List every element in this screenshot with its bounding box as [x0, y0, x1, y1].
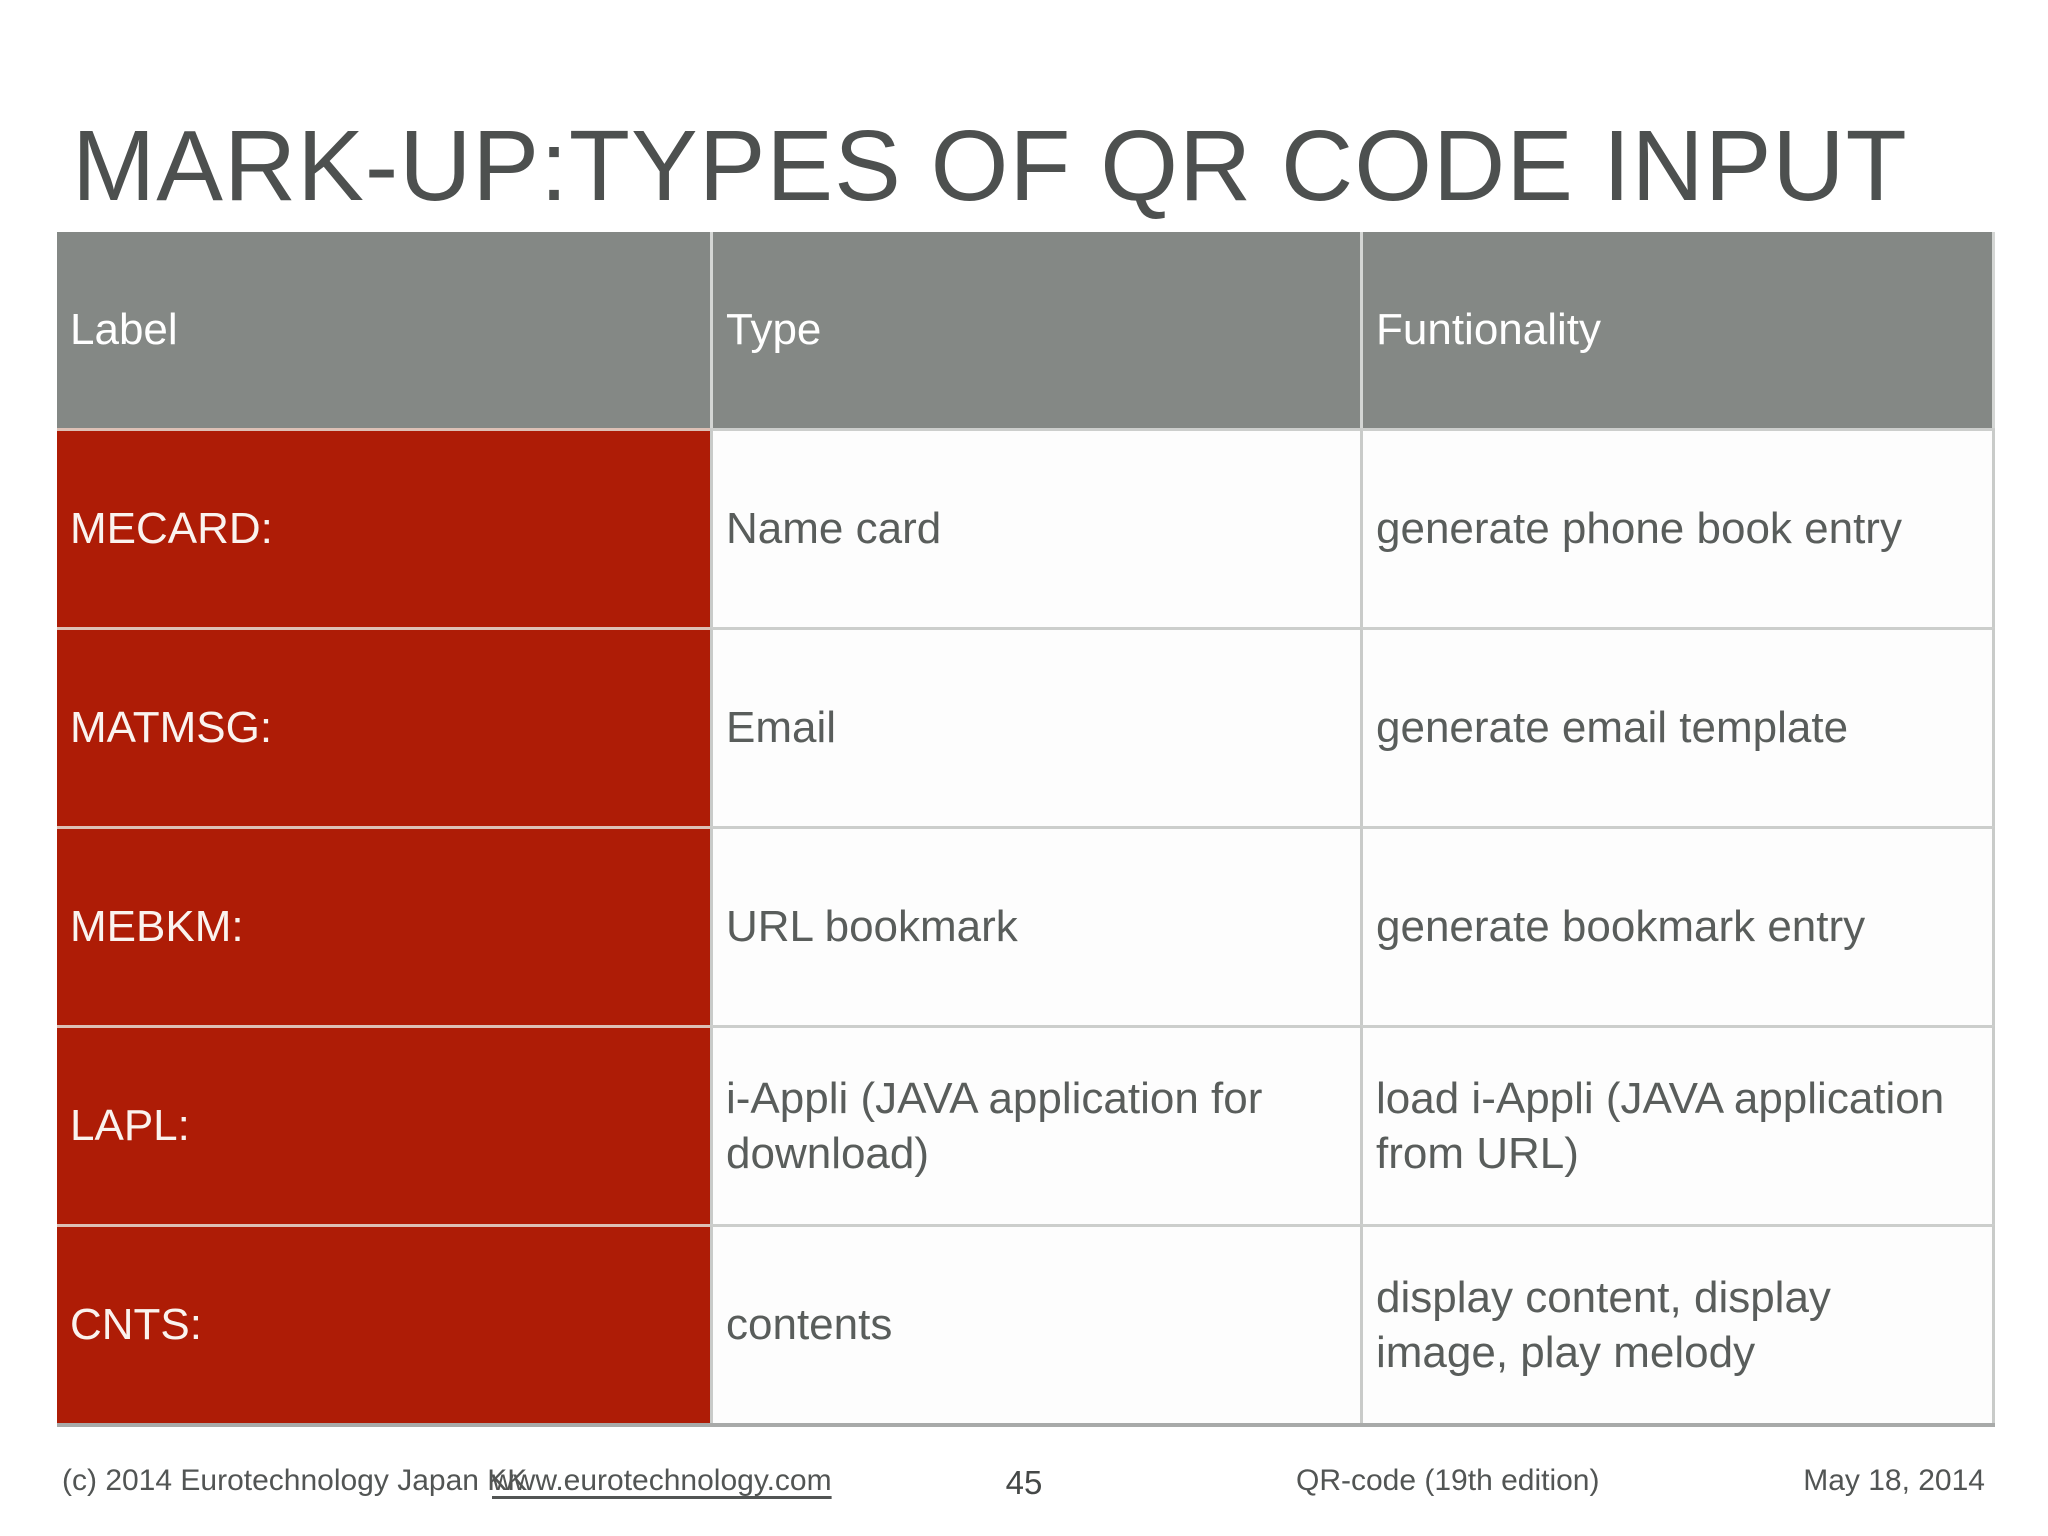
label-cell: MECARD:	[57, 428, 710, 627]
label-cell: MEBKM:	[57, 826, 710, 1025]
functionality-cell: generate phone book entry	[1360, 428, 1995, 627]
column-header-label: Label	[57, 232, 710, 428]
footer-website-link[interactable]: www.eurotechnology.com	[492, 1464, 832, 1497]
functionality-cell: load i-Appli (JAVA application from URL)	[1360, 1025, 1995, 1224]
slide-title: MARK-UP:TYPES OF QR CODE INPUT	[72, 110, 1908, 222]
footer-date: May 18, 2014	[1803, 1464, 1985, 1497]
footer-copyright: (c) 2014 Eurotechnology Japan KK	[62, 1464, 528, 1497]
label-cell: CNTS:	[57, 1224, 710, 1423]
functionality-cell: generate bookmark entry	[1360, 826, 1995, 1025]
functionality-cell: display content, display image, play mel…	[1360, 1224, 1995, 1423]
label-cell: LAPL:	[57, 1025, 710, 1224]
qr-input-table: Label Type Funtionality MECARD: Name car…	[57, 232, 1995, 1427]
type-cell: Name card	[710, 428, 1360, 627]
column-header-functionality: Funtionality	[1360, 232, 1995, 428]
type-cell: contents	[710, 1224, 1360, 1423]
type-cell: URL bookmark	[710, 826, 1360, 1025]
label-cell: MATMSG:	[57, 627, 710, 826]
type-cell: Email	[710, 627, 1360, 826]
page-number: 45	[1005, 1464, 1043, 1501]
functionality-cell: generate email template	[1360, 627, 1995, 826]
column-header-type: Type	[710, 232, 1360, 428]
footer-edition: QR-code (19th edition)	[1296, 1464, 1600, 1497]
type-cell: i-Appli (JAVA application for download)	[710, 1025, 1360, 1224]
